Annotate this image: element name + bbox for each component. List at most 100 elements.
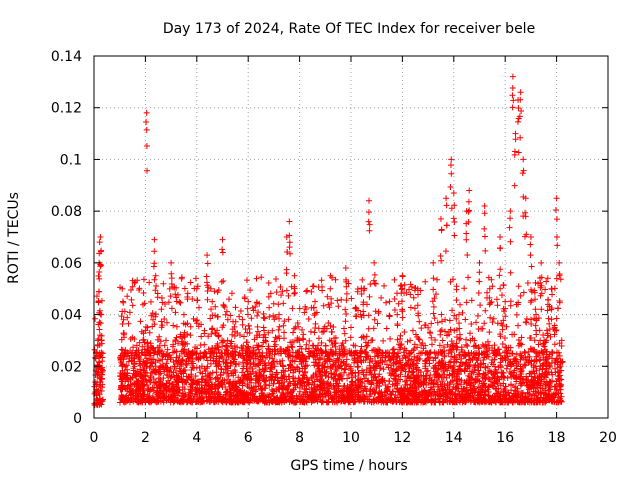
data-point-2415 xyxy=(293,398,300,405)
data-point-2186 xyxy=(539,385,546,392)
data-point-4364 xyxy=(387,335,394,342)
data-point-2403 xyxy=(297,395,304,402)
data-point-4017 xyxy=(239,316,246,323)
data-point-4394 xyxy=(437,215,444,222)
data-point-3683 xyxy=(481,320,488,327)
data-point-3871 xyxy=(553,315,560,322)
data-point-4322 xyxy=(327,285,334,292)
data-point-3922 xyxy=(468,297,475,304)
data-point-3315 xyxy=(283,287,290,294)
data-point-62 xyxy=(96,391,103,398)
data-point-1934 xyxy=(300,378,307,385)
data-point-2479 xyxy=(536,373,543,380)
data-point-3711 xyxy=(223,343,230,350)
data-point-1863 xyxy=(448,353,455,360)
data-point-4464 xyxy=(507,215,514,222)
data-point-4286 xyxy=(276,323,283,330)
data-point-2203 xyxy=(433,378,440,385)
data-point-1989 xyxy=(545,368,552,375)
data-point-3449 xyxy=(465,274,472,281)
data-point-3874 xyxy=(261,315,268,322)
data-point-2244 xyxy=(193,388,200,395)
data-point-3910 xyxy=(513,311,520,318)
data-point-4348 xyxy=(365,209,372,216)
data-point-1760 xyxy=(362,386,369,393)
data-point-2445 xyxy=(503,395,510,402)
data-point-2285 xyxy=(556,364,563,371)
y-tick-label-7: 0.14 xyxy=(51,49,82,65)
data-point-1987 xyxy=(279,385,286,392)
data-point-3457 xyxy=(315,284,322,291)
data-point-1526 xyxy=(128,352,135,359)
data-point-4231 xyxy=(189,364,196,371)
data-point-1781 xyxy=(305,380,312,387)
data-point-4149 xyxy=(96,275,103,282)
data-point-343 xyxy=(296,368,303,375)
data-point-3389 xyxy=(431,315,438,322)
data-point-1769 xyxy=(391,382,398,389)
x-tick-label-0: 0 xyxy=(90,430,99,446)
data-point-4236 xyxy=(194,297,201,304)
data-point-4243 xyxy=(204,260,211,267)
data-point-1196 xyxy=(424,367,431,374)
data-point-1988 xyxy=(439,378,446,385)
data-point-3293 xyxy=(464,343,471,350)
data-point-4499 xyxy=(527,241,534,248)
data-point-3267 xyxy=(543,327,550,334)
data-point-2414 xyxy=(200,397,207,404)
data-point-4468 xyxy=(509,73,516,80)
data-point-3187 xyxy=(225,296,232,303)
data-point-2077 xyxy=(269,398,276,405)
data-point-53 xyxy=(98,366,105,373)
data-point-4483 xyxy=(517,89,524,96)
data-point-2081 xyxy=(383,361,390,368)
data-point-2368 xyxy=(352,357,359,364)
data-point-4352 xyxy=(371,259,378,266)
data-point-3951 xyxy=(395,341,402,348)
data-point-922 xyxy=(465,356,472,363)
data-point-4439 xyxy=(481,202,488,209)
data-point-1034 xyxy=(465,372,472,379)
data-point-3985 xyxy=(154,294,161,301)
data-points-layer xyxy=(91,73,566,409)
data-point-4368 xyxy=(394,322,401,329)
y-tick-label-5: 0.1 xyxy=(60,152,82,168)
data-point-2205 xyxy=(549,355,556,362)
y-tick-label-4: 0.08 xyxy=(51,204,82,220)
data-point-2260 xyxy=(266,382,273,389)
data-point-2442 xyxy=(118,396,125,403)
data-point-3203 xyxy=(161,342,168,349)
data-point-4353 xyxy=(371,271,378,278)
data-point-3981 xyxy=(173,323,180,330)
data-point-1997 xyxy=(528,382,535,389)
data-point-3814 xyxy=(240,333,247,340)
data-point-588 xyxy=(181,386,188,393)
data-point-4480 xyxy=(514,118,521,125)
data-point-2096 xyxy=(193,391,200,398)
data-point-1321 xyxy=(167,374,174,381)
data-point-2308 xyxy=(281,379,288,386)
data-point-4498 xyxy=(527,234,534,240)
data-point-1518 xyxy=(273,369,280,376)
data-point-4202 xyxy=(151,276,158,283)
data-point-1507 xyxy=(355,363,362,370)
data-point-3185 xyxy=(289,305,296,312)
data-point-3505 xyxy=(503,323,510,330)
y-tick-label-3: 0.06 xyxy=(51,256,82,272)
data-point-2381 xyxy=(405,388,412,395)
data-point-1896 xyxy=(168,373,175,380)
data-point-3452 xyxy=(187,279,194,286)
data-point-2256 xyxy=(243,356,250,363)
data-point-4413 xyxy=(451,219,458,226)
data-point-4336 xyxy=(347,334,354,341)
data-point-3317 xyxy=(418,325,425,332)
data-point-2288 xyxy=(357,388,364,395)
data-point-4351 xyxy=(365,218,372,225)
data-point-4435 xyxy=(476,269,483,276)
data-point-3353 xyxy=(527,299,534,306)
data-point-3392 xyxy=(359,276,366,283)
data-point-2439 xyxy=(327,391,334,398)
data-point-3347 xyxy=(369,347,376,354)
data-point-3843 xyxy=(381,282,388,289)
